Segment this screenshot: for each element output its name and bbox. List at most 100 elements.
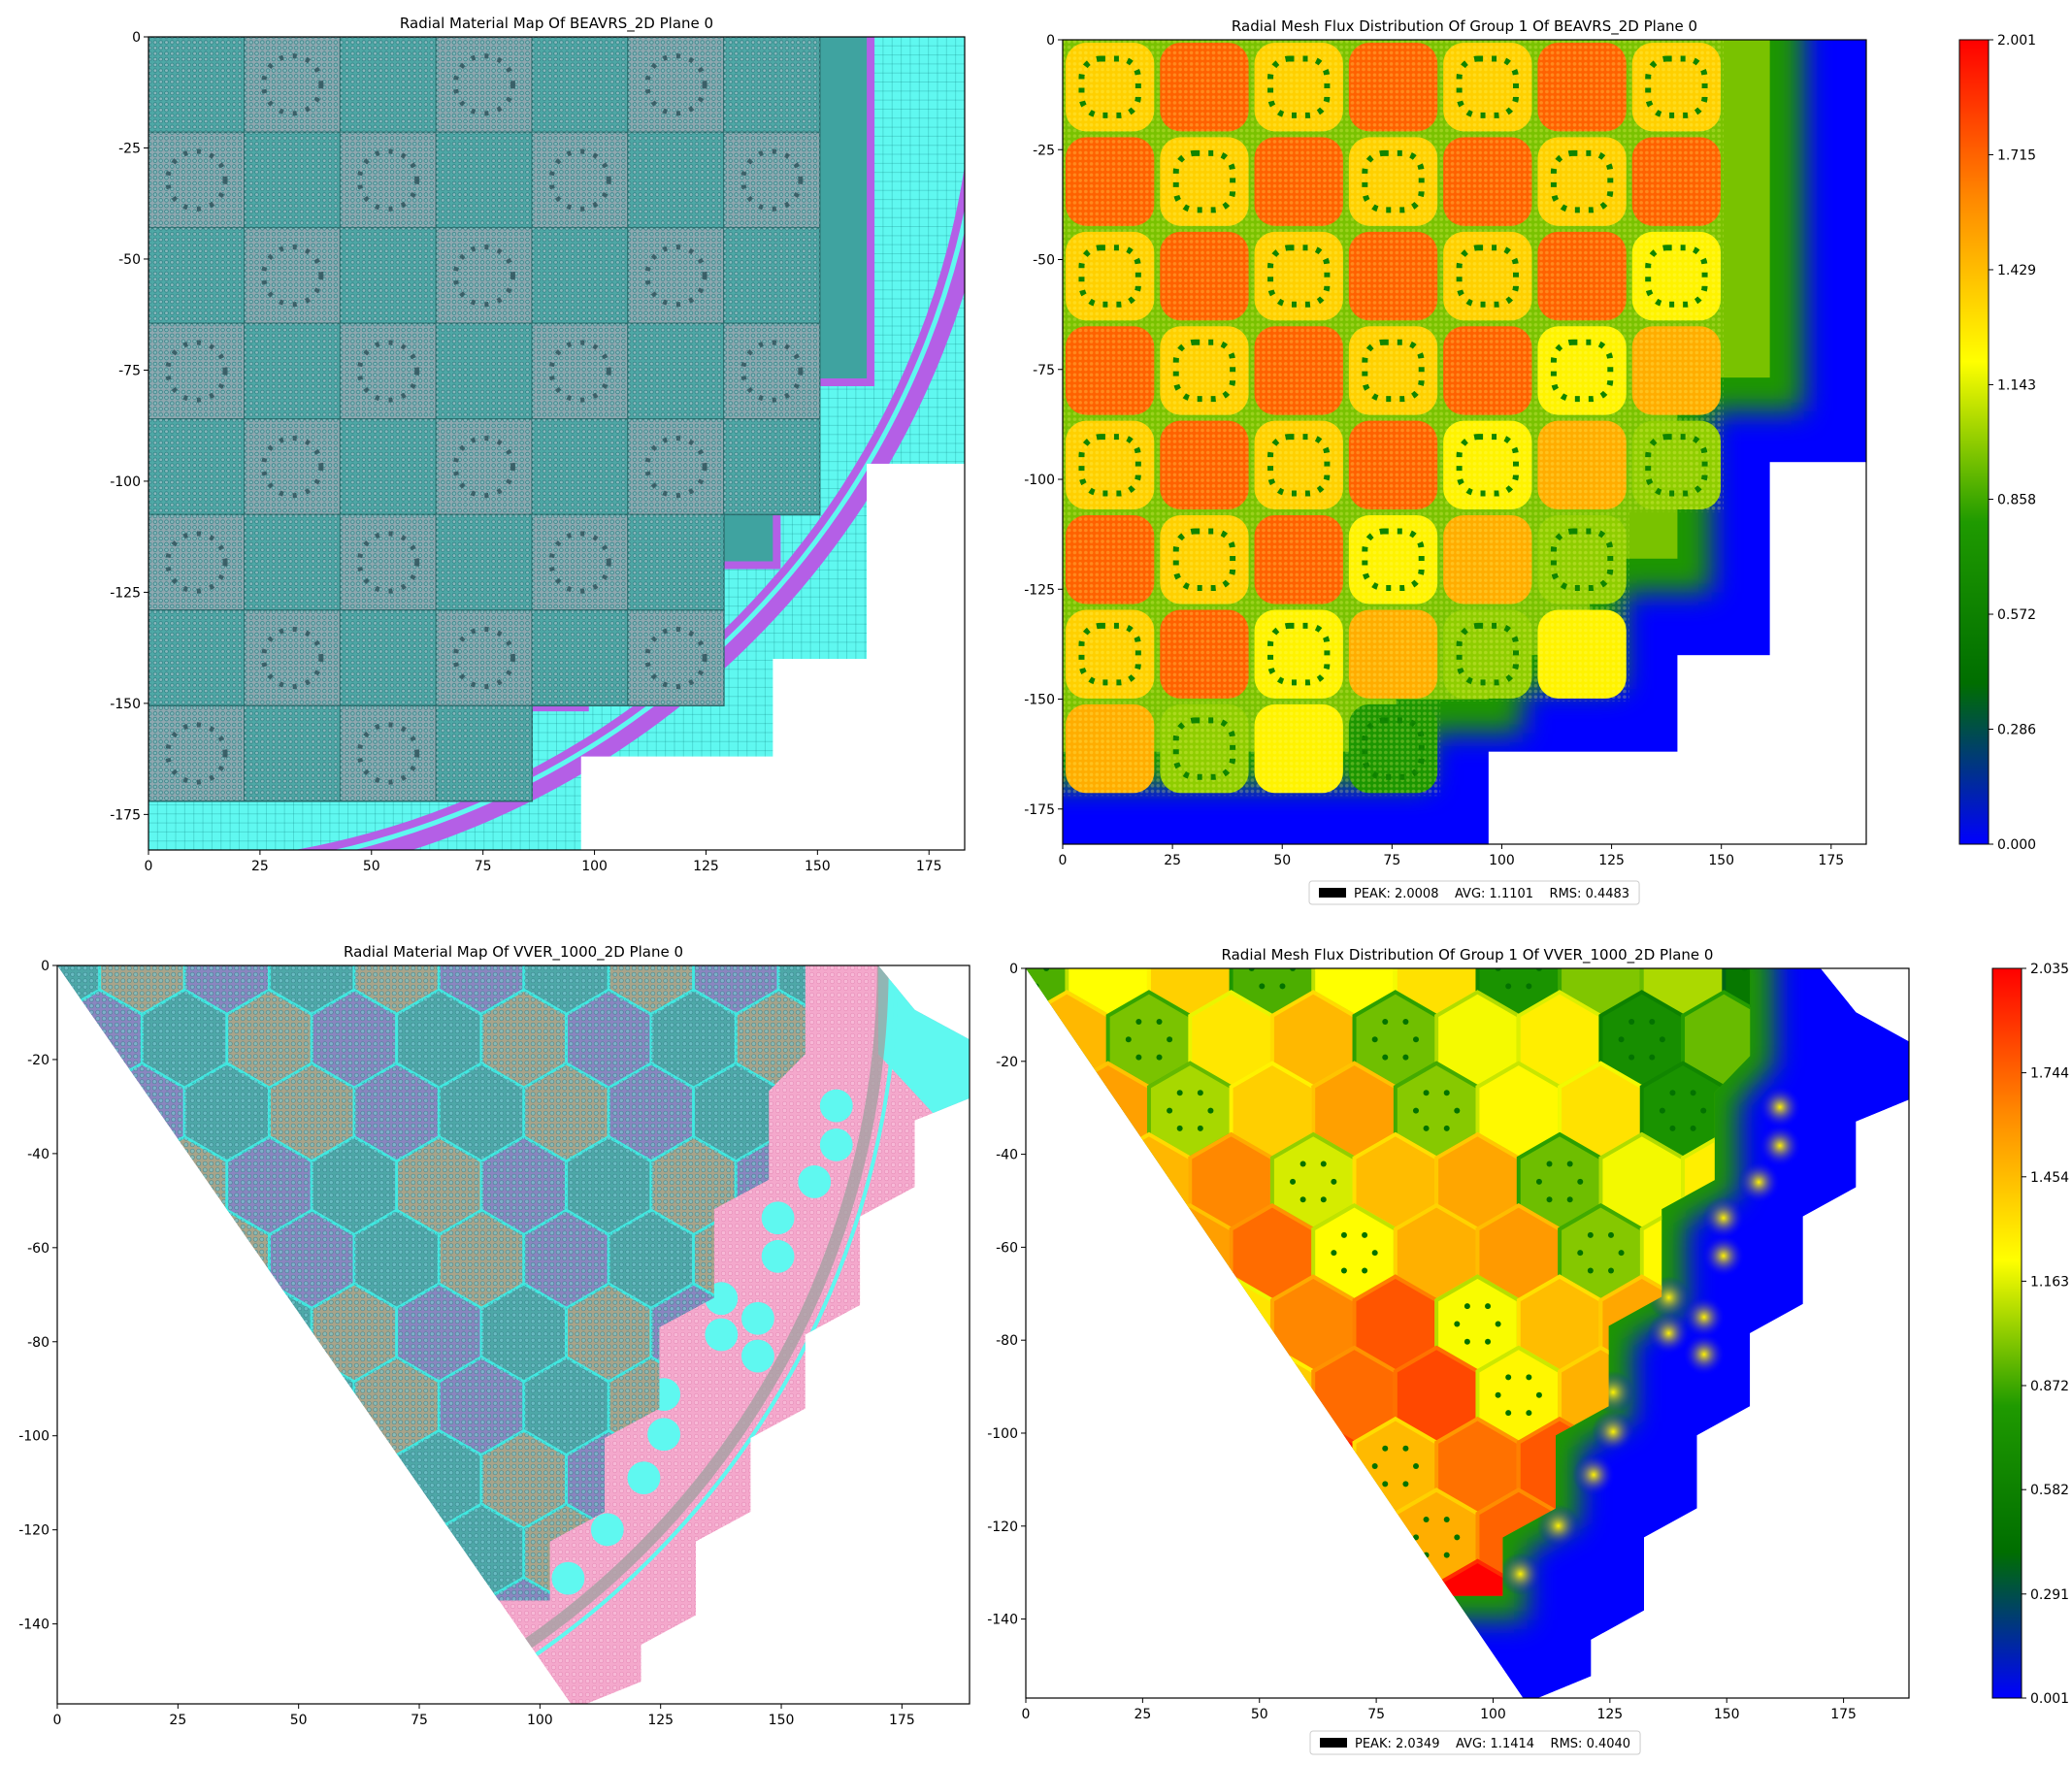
- colorbar-tick-label: 0.872: [2030, 1379, 2069, 1394]
- absorber-pin: [1526, 983, 1532, 990]
- absorber-pin: [1731, 1730, 1737, 1736]
- absorber-pin: [992, 1730, 998, 1736]
- y-tick-label: -80: [996, 1333, 1018, 1349]
- y-tick-label: -150: [110, 697, 141, 712]
- poison-ring: [165, 531, 228, 594]
- assembly-pins: [1345, 606, 1441, 702]
- colorbar-tick-label: 2.035: [2030, 962, 2069, 977]
- assembly: [142, 1724, 226, 1765]
- absorber-pin: [1577, 1250, 1584, 1257]
- absorber-pin: [1495, 968, 1501, 971]
- absorber-pin: [1299, 1160, 1306, 1167]
- y-tick-label: -40: [27, 1147, 49, 1162]
- y-tick-label: -50: [118, 252, 141, 268]
- absorber-pin: [1412, 1534, 1419, 1541]
- y-tick-label: -140: [987, 1613, 1018, 1628]
- absorber-pin: [1485, 1338, 1492, 1345]
- water-hole-glow: [1647, 1312, 1691, 1355]
- assembly-pins: [523, 965, 609, 1015]
- absorber-pin: [1454, 1534, 1461, 1541]
- colorbar-tick-label: 0.291: [2030, 1587, 2069, 1603]
- water-hole-glow: [1702, 1196, 1745, 1240]
- absorber-pin: [992, 1303, 998, 1309]
- x-tick-label: 75: [1383, 853, 1400, 868]
- absorber-pin: [1012, 948, 1018, 954]
- assembly-pins: [628, 514, 724, 610]
- absorber-pin: [971, 1339, 977, 1345]
- absorber-pin: [1618, 1250, 1625, 1257]
- absorber-pin: [1197, 1090, 1203, 1096]
- x-tick-label: 150: [1714, 1707, 1740, 1722]
- assembly-pins: [99, 965, 185, 1015]
- assembly-pins: [57, 965, 100, 1015]
- x-tick-label: 25: [1164, 853, 1181, 868]
- x-tick-label: 0: [1059, 853, 1068, 868]
- water-hole: [627, 1461, 661, 1495]
- poison-ring: [1078, 55, 1141, 118]
- assembly-pins: [312, 1136, 397, 1235]
- absorber-pin: [1505, 1374, 1512, 1381]
- x-tick-label: 100: [1480, 1707, 1506, 1722]
- assembly-pins: [778, 965, 806, 1015]
- assembly-pins: [1440, 512, 1535, 607]
- absorber-pin: [1505, 983, 1512, 990]
- y-tick-label: 0: [1046, 33, 1055, 49]
- poison-ring: [548, 340, 611, 403]
- legend-text: PEAK: 2.0349 AVG: 1.1414 RMS: 0.4040: [1355, 1737, 1630, 1751]
- assembly: [57, 1282, 59, 1384]
- colorbar-tick-label: 1.429: [1997, 263, 2036, 278]
- assembly-pins: [397, 1724, 481, 1765]
- assembly-pins: [148, 227, 245, 324]
- x-tick-label: 175: [889, 1713, 915, 1728]
- assembly-pins: [0, 1430, 57, 1528]
- assembly-pins: [693, 965, 779, 1015]
- assembly-pins: [1534, 512, 1629, 607]
- poison-ring: [644, 435, 707, 499]
- absorber-pin: [1156, 1018, 1163, 1025]
- absorber-pin: [962, 1748, 968, 1753]
- absorber-pin: [1279, 983, 1286, 990]
- assembly-pins: [353, 1210, 440, 1309]
- colorbar-tick-label: 2.001: [1997, 33, 2036, 49]
- absorber-pin: [1443, 1090, 1450, 1096]
- x-tick-label: 50: [290, 1713, 308, 1728]
- water-hole: [761, 1201, 795, 1235]
- absorber-pin: [1402, 1018, 1409, 1025]
- assembly-pins: [723, 418, 820, 515]
- water-corner: [878, 965, 970, 1114]
- assembly-pins: [340, 705, 437, 801]
- x-tick-label: 75: [411, 1713, 428, 1728]
- plot-area: [148, 37, 965, 850]
- assembly-pins: [1063, 606, 1158, 702]
- absorber-pin: [1320, 1196, 1327, 1203]
- assembly-pins: [1534, 323, 1629, 418]
- absorber-pin: [1607, 1267, 1614, 1274]
- assembly-pins: [244, 418, 341, 515]
- assembly-pins: [1157, 512, 1252, 607]
- water-hole-glow: [1759, 1124, 1801, 1167]
- absorber-pin: [1176, 1125, 1183, 1131]
- x-tick-label: 0: [53, 1713, 62, 1728]
- assembly-pins: [1345, 40, 1441, 135]
- x-tick-label: 25: [251, 859, 269, 874]
- absorber-pin: [1546, 1160, 1553, 1167]
- assembly-pins: [148, 132, 245, 228]
- water-hole-glow: [1536, 1504, 1580, 1548]
- assembly-pins: [436, 323, 533, 419]
- y-tick-label: -80: [27, 1335, 49, 1351]
- colorbar-tick-label: 1.744: [2030, 1066, 2069, 1082]
- assembly-pins: [148, 609, 245, 706]
- poison-ring: [740, 148, 804, 212]
- colorbar-tick-label: 1.454: [2030, 1170, 2069, 1186]
- colorbar-tick-label: 1.143: [1997, 377, 2036, 393]
- poison-ring: [1362, 149, 1425, 213]
- assembly-pins: [1251, 701, 1346, 797]
- colorbar: [1958, 39, 1990, 845]
- assembly-pins: [1251, 228, 1346, 324]
- absorber-pin: [1402, 1054, 1409, 1061]
- assembly: [567, 1724, 651, 1765]
- assembly-pins: [142, 990, 227, 1089]
- absorber-pin: [1587, 1231, 1594, 1238]
- assembly: [0, 1357, 15, 1455]
- plot-area: [962, 948, 1909, 1753]
